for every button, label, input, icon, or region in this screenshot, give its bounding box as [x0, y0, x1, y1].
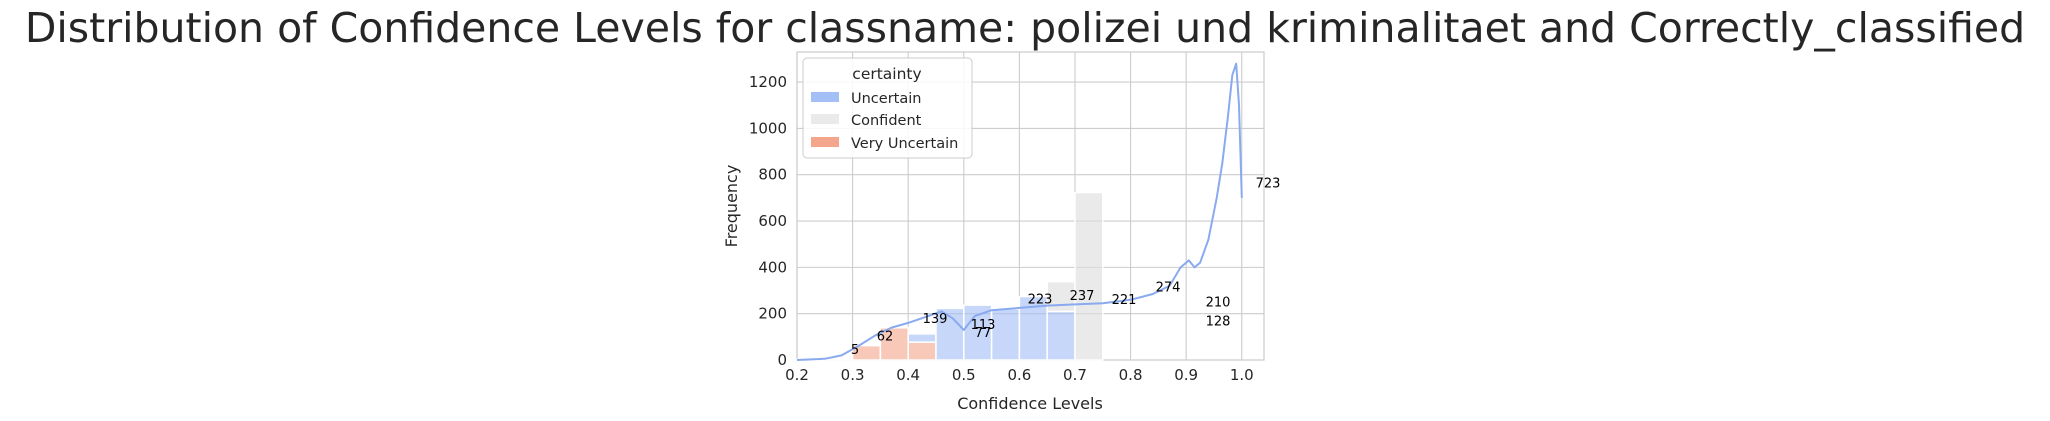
- kde-line: [796, 62, 1243, 361]
- bar-value-label: 62: [877, 330, 894, 345]
- legend-swatch-confident: [811, 114, 839, 124]
- legend-label-very-uncertain: Very Uncertain: [851, 136, 958, 152]
- x-tick-label: 0.2: [785, 366, 809, 384]
- y-tick-label: 1000: [749, 119, 787, 137]
- bar-very-uncertain: [824, 358, 854, 361]
- y-axis-label: Frequency: [722, 165, 741, 248]
- y-tick-label: 800: [758, 166, 787, 184]
- x-axis-label: Confidence Levels: [957, 394, 1103, 413]
- bar-value-label: 113: [971, 318, 996, 333]
- kde-curves: [796, 62, 1243, 361]
- x-tick-label: 0.3: [841, 366, 865, 384]
- x-tick-label: 0.6: [1007, 366, 1031, 384]
- y-tick-label: 600: [758, 212, 787, 230]
- histogram-bars: [796, 191, 1104, 361]
- y-tick-label: 1200: [749, 73, 787, 91]
- bar-value-label: 223: [1028, 292, 1053, 307]
- y-tick-label: 0: [777, 351, 787, 369]
- bar-value-label: 128: [1206, 314, 1231, 329]
- legend: certainty Uncertain Confident Very Uncer…: [802, 57, 973, 159]
- bar-value-label: 77: [975, 326, 992, 341]
- bar-value-label: 221: [1112, 293, 1137, 308]
- bar-value-label: 274: [1156, 281, 1181, 296]
- bar-uncertain: [963, 304, 993, 361]
- bar-value-label: 723: [1256, 177, 1281, 192]
- legend-swatch-uncertain: [811, 92, 839, 102]
- x-tick-label: 1.0: [1230, 366, 1254, 384]
- x-tick-label: 0.4: [896, 366, 920, 384]
- x-tick-label: 0.5: [952, 366, 976, 384]
- legend-box: [802, 57, 973, 159]
- x-tick-label: 0.9: [1174, 366, 1198, 384]
- legend-label-confident: Confident: [851, 113, 922, 129]
- bar-confident: [1074, 191, 1104, 361]
- y-axis-ticks: 0 200 400 600 800 1000 1200: [749, 73, 787, 369]
- x-axis-ticks: 0.2 0.3 0.4 0.5 0.6 0.7 0.8 0.9 1.0: [785, 366, 1254, 384]
- legend-label-uncertain: Uncertain: [851, 91, 921, 107]
- y-tick-label: 200: [758, 305, 787, 323]
- x-tick-label: 0.7: [1063, 366, 1087, 384]
- x-tick-label: 0.8: [1119, 366, 1143, 384]
- y-tick-label: 400: [758, 258, 787, 276]
- bar-value-label: 210: [1206, 295, 1231, 310]
- bar-very-uncertain: [907, 341, 937, 361]
- chart-title: Distribution of Confidence Levels for cl…: [24, 4, 2026, 52]
- bar-uncertain: [990, 308, 1021, 361]
- bar-uncertain: [907, 333, 937, 343]
- bar-uncertain: [1046, 310, 1076, 361]
- legend-swatch-very-uncertain: [811, 137, 839, 147]
- bar-value-label: 237: [1070, 289, 1095, 304]
- bar-value-label: 5: [851, 343, 859, 358]
- bar-value-label: 139: [923, 312, 948, 327]
- legend-title: certainty: [852, 65, 921, 83]
